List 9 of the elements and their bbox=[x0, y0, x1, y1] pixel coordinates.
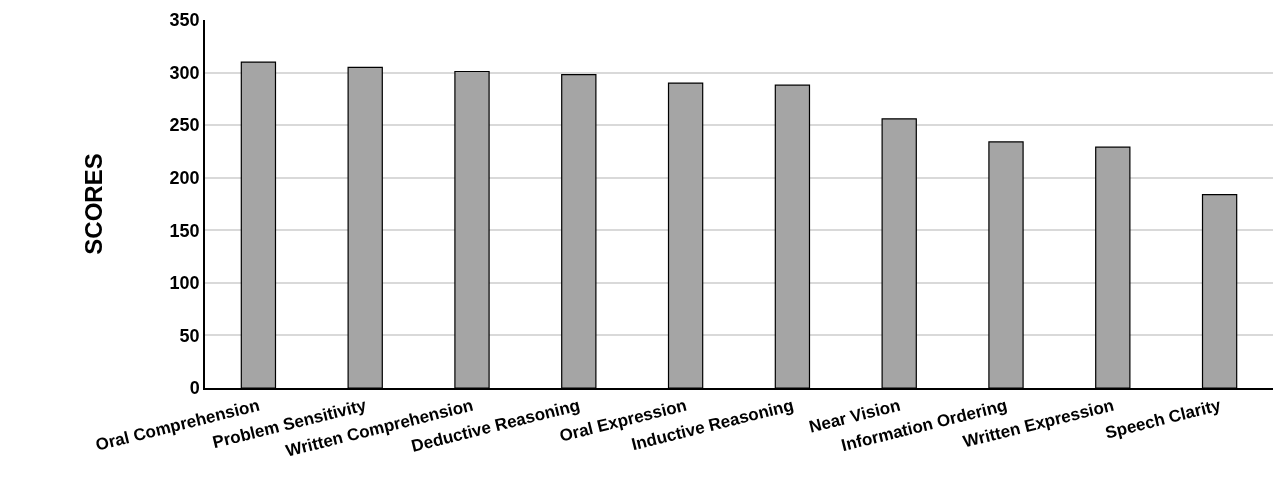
y-tick-label: 50 bbox=[179, 325, 200, 346]
y-axis-title: SCORES bbox=[80, 153, 108, 255]
y-tick-label: 200 bbox=[169, 168, 200, 189]
y-tick-label: 150 bbox=[169, 220, 200, 241]
y-tick-label: 250 bbox=[169, 115, 200, 136]
y-tick-label: 300 bbox=[169, 62, 200, 83]
y-tick-label: 100 bbox=[169, 273, 200, 294]
y-tick-label: 0 bbox=[189, 378, 200, 399]
y-tick-label: 350 bbox=[169, 10, 200, 31]
